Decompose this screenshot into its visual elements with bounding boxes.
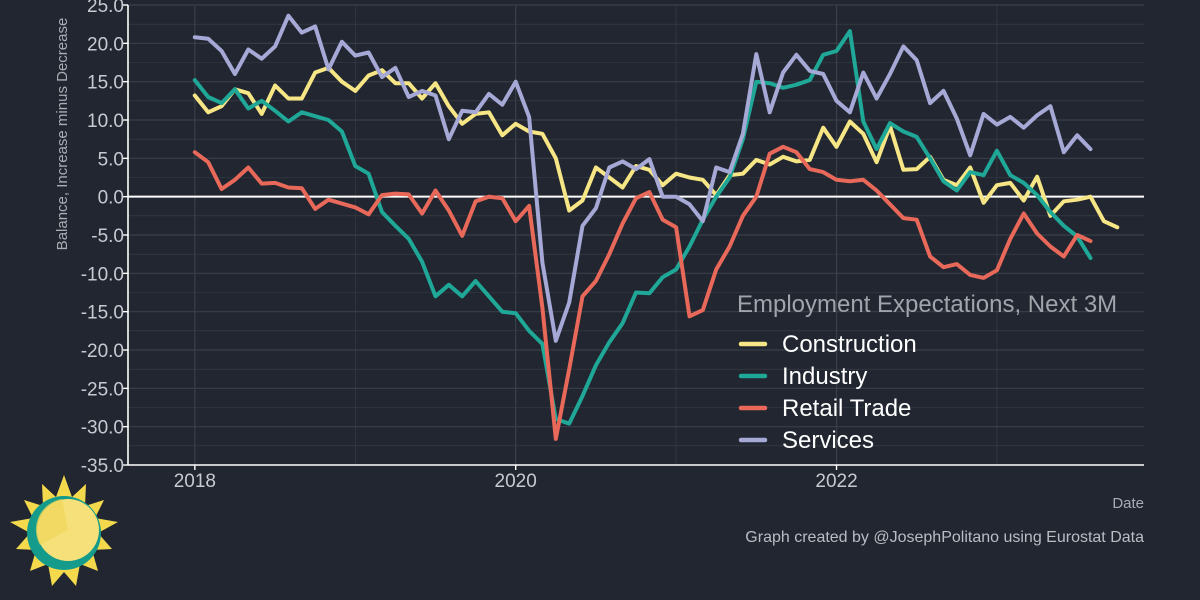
x-tick-label: 2022 [815, 471, 857, 492]
legend-label: Services [782, 427, 874, 454]
y-tick-label: -35.0 [81, 456, 124, 477]
legend-label: Industry [782, 363, 867, 390]
y-tick-label: -5.0 [91, 226, 124, 247]
x-tick-label: 2018 [174, 471, 216, 492]
y-axis-label: Balance, Increase minus Decrease [54, 18, 71, 251]
x-tick-label: 2020 [495, 471, 537, 492]
y-tick-label: 0.0 [98, 188, 124, 209]
x-axis-label: Date [1112, 495, 1144, 512]
legend-title: Employment Expectations, Next 3M [737, 291, 1117, 318]
y-tick-label: -25.0 [81, 379, 124, 400]
series-line-retail-trade [192, 144, 1093, 441]
y-tick-label: 10.0 [87, 111, 124, 132]
y-tick-label: -20.0 [81, 341, 124, 362]
y-tick-label: 15.0 [87, 73, 124, 94]
y-tick-label: 25.0 [87, 0, 124, 17]
grid-lines [128, 4, 1144, 466]
y-tick-label: -15.0 [81, 303, 124, 324]
y-tick-label: -30.0 [81, 418, 124, 439]
y-tick-label: 5.0 [98, 149, 124, 170]
sun-shade [35, 499, 68, 545]
series-line-industry [192, 29, 1093, 426]
y-tick-label: 20.0 [87, 34, 124, 55]
legend-entries: Construction Industry Retail Trade Services [738, 331, 917, 454]
legend-label: Retail Trade [782, 395, 911, 422]
legend-label: Construction [782, 331, 917, 358]
series-lines [192, 13, 1120, 441]
series-line-services [192, 13, 1093, 343]
y-tick-label: -10.0 [81, 264, 124, 285]
sun-logo [10, 475, 118, 586]
legend[interactable]: Employment Expectations, Next 3M Constru… [737, 291, 1117, 454]
chart-caption: Graph created by @JosephPolitano using E… [745, 529, 1144, 546]
